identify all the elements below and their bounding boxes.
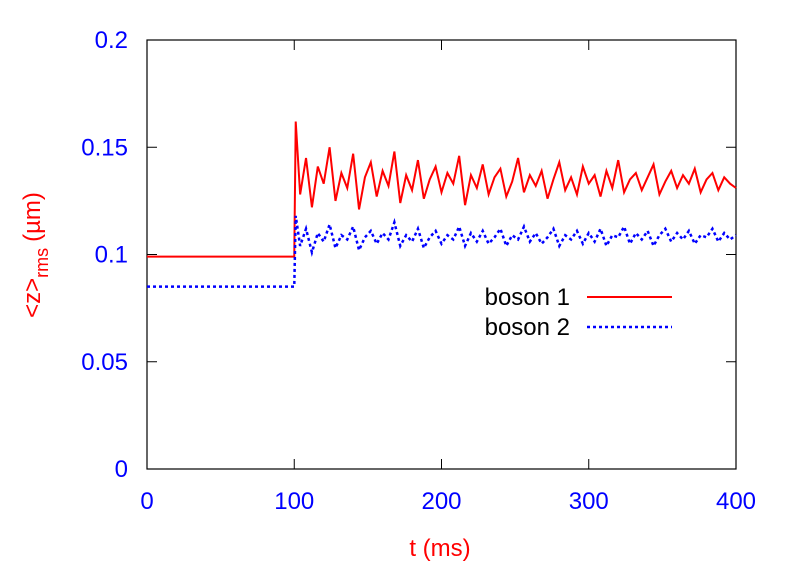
y-axis-label: <z>rms (µm) — [19, 192, 52, 318]
y-tick-label: 0 — [115, 456, 128, 483]
x-tick-label: 100 — [274, 488, 314, 515]
y-tick-label: 0.15 — [81, 134, 128, 161]
data-line — [147, 215, 737, 288]
x-axis-label: t (ms) — [409, 535, 470, 562]
data-line — [147, 121, 737, 258]
y-label-unit: (µm) — [19, 192, 46, 242]
x-tick-label: 400 — [716, 488, 756, 515]
x-tick-label: 0 — [140, 488, 153, 515]
x-tick-label: 200 — [421, 488, 461, 515]
legend-label: boson 2 — [485, 314, 570, 341]
y-tick-label: 0.05 — [81, 349, 128, 376]
y-label-sub: rms — [32, 248, 52, 278]
y-tick-label: 0.2 — [95, 27, 128, 54]
x-tick-label: 300 — [569, 488, 609, 515]
plot-frame — [146, 39, 737, 470]
y-label-main: <z> — [19, 278, 46, 318]
y-tick-label: 0.1 — [95, 242, 128, 269]
legend-label: boson 1 — [485, 284, 570, 311]
